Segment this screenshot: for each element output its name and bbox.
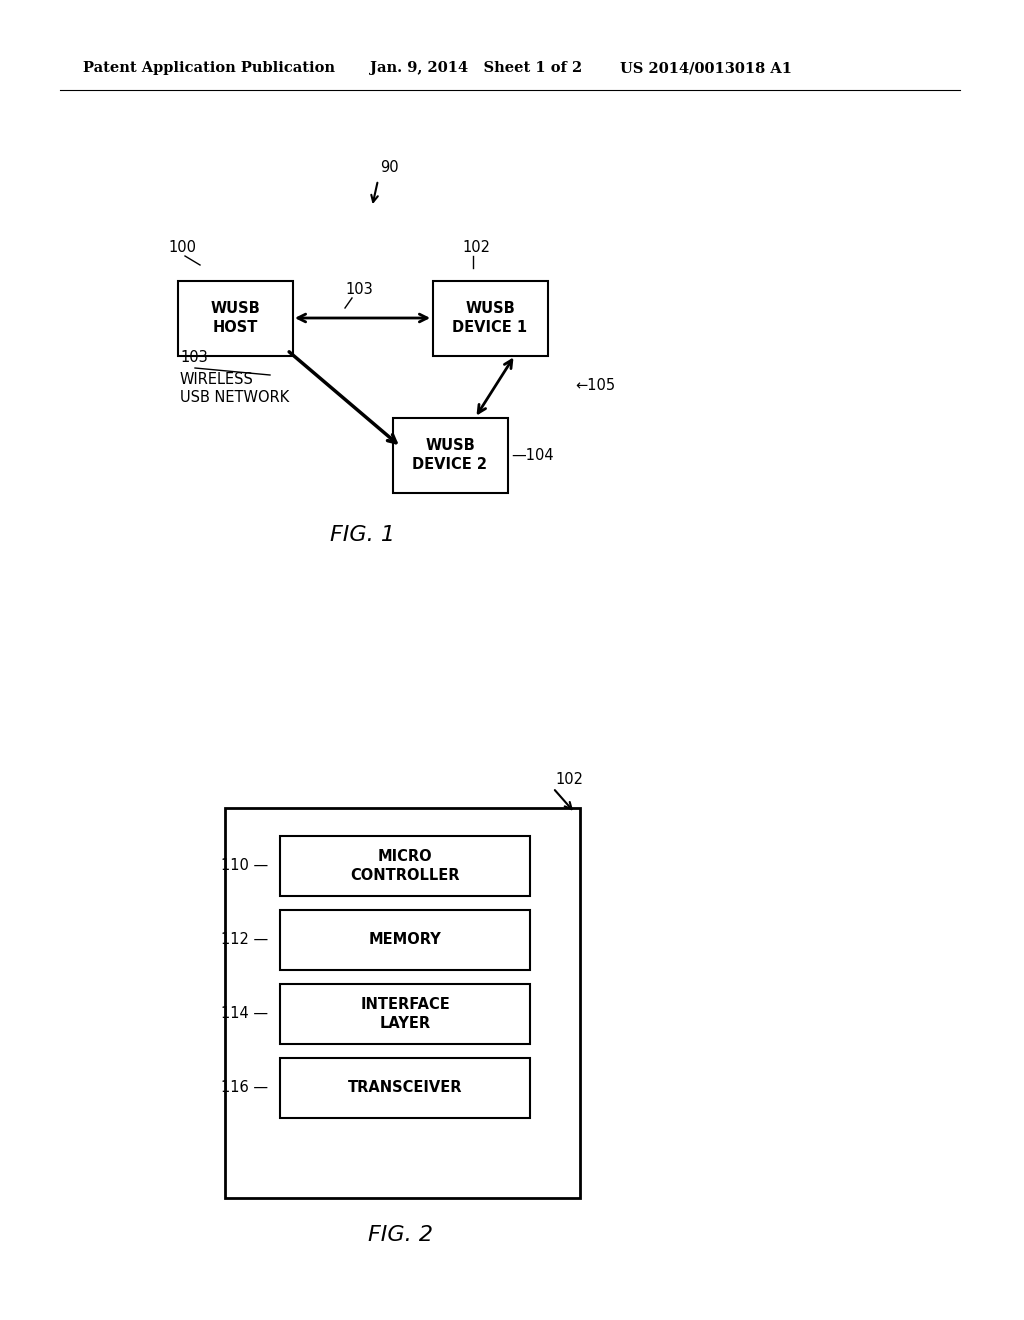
Bar	[392, 417, 508, 492]
Text: 110 —: 110 —	[221, 858, 268, 874]
Text: WUSB
DEVICE 1: WUSB DEVICE 1	[453, 301, 527, 335]
Text: Jan. 9, 2014   Sheet 1 of 2: Jan. 9, 2014 Sheet 1 of 2	[370, 61, 583, 75]
Text: 112 —: 112 —	[221, 932, 268, 948]
Text: WIRELESS: WIRELESS	[180, 372, 254, 388]
Text: US 2014/0013018 A1: US 2014/0013018 A1	[620, 61, 792, 75]
Text: —104: —104	[511, 447, 554, 462]
Text: FIG. 1: FIG. 1	[330, 525, 394, 545]
Bar	[177, 281, 293, 355]
Text: 114 —: 114 —	[221, 1006, 268, 1022]
Bar	[280, 836, 530, 896]
Text: 102: 102	[555, 772, 583, 788]
Bar	[432, 281, 548, 355]
Bar	[280, 1059, 530, 1118]
Text: FIG. 2: FIG. 2	[368, 1225, 432, 1245]
Text: 116 —: 116 —	[221, 1081, 268, 1096]
Text: USB NETWORK: USB NETWORK	[180, 389, 289, 404]
Text: 103: 103	[180, 351, 208, 366]
Text: 102: 102	[462, 240, 490, 256]
Text: MICRO
CONTROLLER: MICRO CONTROLLER	[350, 849, 460, 883]
Text: ←105: ←105	[575, 379, 615, 393]
Text: Patent Application Publication: Patent Application Publication	[83, 61, 335, 75]
Bar	[280, 983, 530, 1044]
Text: 100: 100	[168, 240, 196, 256]
Text: MEMORY: MEMORY	[369, 932, 441, 948]
Text: INTERFACE
LAYER: INTERFACE LAYER	[360, 997, 450, 1031]
Text: WUSB
HOST: WUSB HOST	[210, 301, 260, 335]
Text: 103: 103	[345, 282, 373, 297]
Bar	[280, 909, 530, 970]
Text: 90: 90	[380, 161, 398, 176]
Bar	[225, 808, 580, 1199]
Text: TRANSCEIVER: TRANSCEIVER	[348, 1081, 462, 1096]
Text: WUSB
DEVICE 2: WUSB DEVICE 2	[413, 438, 487, 473]
